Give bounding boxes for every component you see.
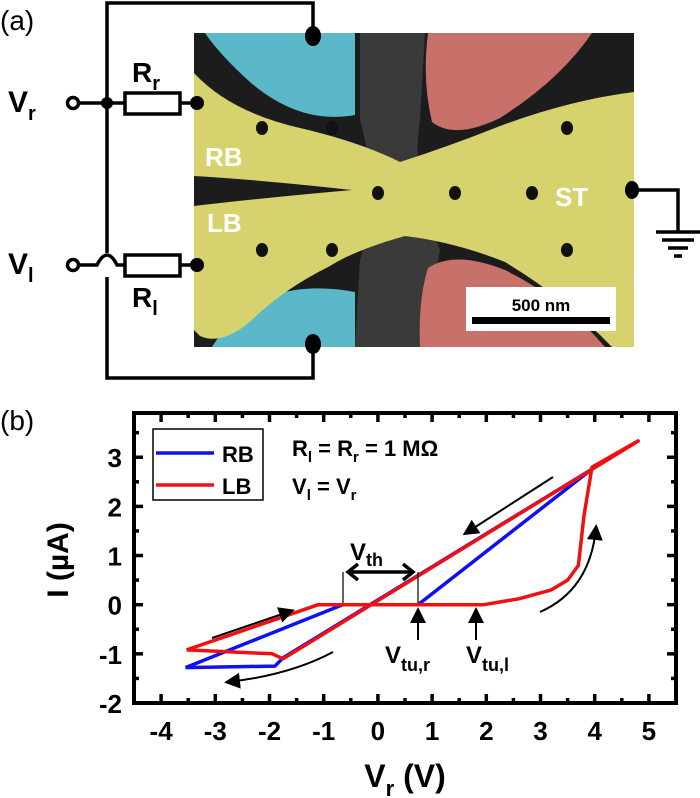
x-tick-label: -4 <box>150 716 174 746</box>
contact-dots <box>101 26 639 354</box>
y-tick-label: 2 <box>108 492 122 522</box>
gate-bottom-left <box>212 288 355 347</box>
resistance-formula: Rl = Rr = 1 MΩ <box>292 436 438 466</box>
panel-b-label: (b) <box>0 405 34 436</box>
resistor-rr <box>123 91 182 116</box>
y-tick-label: 1 <box>108 542 122 572</box>
wire-top <box>105 1 315 103</box>
ground-icon <box>634 188 700 258</box>
vr-label: Vr <box>8 86 36 125</box>
x-tick-label: 1 <box>425 716 439 746</box>
legend-box <box>152 428 264 501</box>
y-axis-label: I (µA) <box>42 522 75 598</box>
x-tick-label: -3 <box>204 716 227 746</box>
y-tick-label: 3 <box>108 443 122 473</box>
vtur-label: Vtu,r <box>385 642 430 675</box>
legend-label-rb: RB <box>222 442 254 467</box>
x-tick-label: -1 <box>312 716 335 746</box>
terminal-vr <box>65 95 81 111</box>
holes <box>256 121 573 257</box>
resistor-rl <box>123 253 182 278</box>
legend-label-lb: LB <box>222 474 251 499</box>
vth-double-arrow-icon <box>345 562 416 582</box>
y-tick-label: -1 <box>99 640 122 670</box>
vtul-label: Vtu,l <box>466 642 509 675</box>
gate-top-left <box>205 33 355 117</box>
arrow-up-sweep-right-icon <box>539 524 603 613</box>
panel-a-label: (a) <box>0 5 34 36</box>
branch-yellow <box>194 73 634 347</box>
arrow-down-sweep-icon <box>462 476 554 536</box>
x-tick-label: 0 <box>371 716 385 746</box>
sem-image: RB LB ST 500 nm <box>194 33 634 347</box>
vl-label: Vl <box>8 248 34 287</box>
x-tick-label: 4 <box>587 716 602 746</box>
rb-label: RB <box>205 142 243 172</box>
sweep-arrows <box>211 476 603 689</box>
plot-curves <box>184 439 640 670</box>
wire-left <box>105 103 315 380</box>
arrow-up-sweep-left-icon <box>211 607 295 639</box>
legend: RB LB <box>152 428 264 501</box>
series-lb-line <box>186 439 640 661</box>
vth-marker <box>342 562 419 603</box>
x-tick-label: 3 <box>533 716 547 746</box>
vth-label: Vth <box>350 539 383 570</box>
gate-top-right <box>425 33 592 131</box>
st-label: ST <box>555 182 588 212</box>
scale-bar-label: 500 nm <box>512 296 571 315</box>
slit <box>194 176 352 206</box>
x-axis-label: Vr (V) <box>364 758 445 798</box>
plot-axes: -4 -3 -2 -1 0 1 2 3 4 5 -2 -1 0 1 2 3 <box>99 411 678 746</box>
rl-label: Rl <box>132 282 158 320</box>
y-tick-label: 0 <box>108 591 122 621</box>
x-tick-label: 5 <box>642 716 656 746</box>
vth-brackets <box>342 572 419 603</box>
circuit <box>65 1 700 380</box>
scale-bar <box>472 317 610 324</box>
terminal-vl <box>65 257 81 273</box>
vtu-arrows <box>410 607 484 640</box>
lb-label: LB <box>207 208 242 238</box>
arrow-return-left-icon <box>224 651 334 689</box>
y-tick-label: -2 <box>99 689 122 719</box>
voltage-formula: Vl = Vr <box>292 474 357 504</box>
x-tick-label: 2 <box>479 716 493 746</box>
rr-label: Rr <box>132 57 160 95</box>
x-tick-label: -2 <box>258 716 281 746</box>
